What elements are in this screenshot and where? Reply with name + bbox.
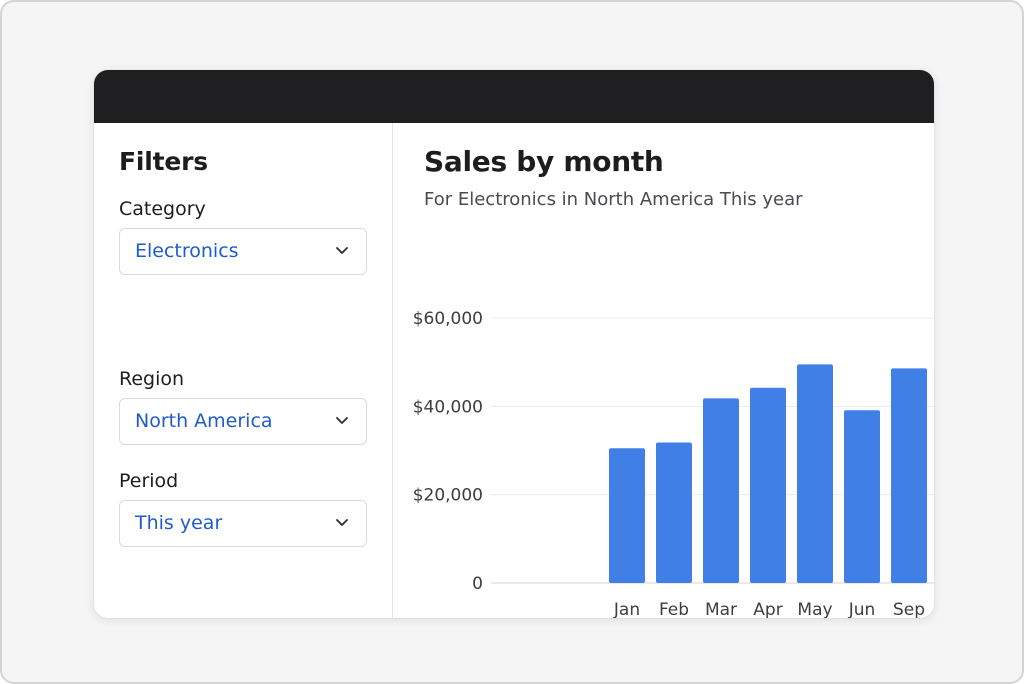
- y-tick-label: 0: [472, 574, 483, 594]
- region-select[interactable]: North America: [119, 398, 367, 445]
- bar-sep: [891, 368, 927, 583]
- region-label: Region: [119, 368, 185, 390]
- bar-jan: [609, 448, 645, 583]
- x-tick-label: Jan: [613, 600, 640, 618]
- period-label: Period: [119, 470, 179, 492]
- window-titlebar: [94, 70, 934, 123]
- period-select[interactable]: This year: [119, 500, 367, 547]
- filters-title: Filters: [119, 147, 208, 176]
- chart-title: Sales by month: [424, 145, 664, 178]
- x-tick-label: Jun: [848, 600, 876, 618]
- bar-jun: [844, 410, 880, 583]
- sales-bar-chart: 0 $20,000 $40,000 $60,000 Jan Feb Mar Apr May Jun…: [413, 309, 934, 618]
- chevron-down-icon: [336, 247, 348, 254]
- x-tick-label: Feb: [659, 600, 689, 618]
- period-select-value: This year: [135, 512, 223, 534]
- bar-mar: [703, 398, 739, 583]
- x-tick-label: Apr: [753, 600, 782, 618]
- category-label: Category: [119, 198, 206, 220]
- chart-panel: Sales by month For Electronics in North …: [393, 123, 934, 618]
- category-select-value: Electronics: [135, 240, 239, 262]
- chevron-down-icon: [336, 417, 348, 424]
- chart-subtitle: For Electronics in North America This ye…: [424, 189, 803, 210]
- bar-may: [797, 364, 833, 583]
- y-tick-label: $60,000: [413, 309, 483, 329]
- x-tick-label: Mar: [705, 600, 737, 618]
- chevron-down-icon: [336, 519, 348, 526]
- x-tick-label: Sep: [893, 600, 925, 618]
- region-select-value: North America: [135, 410, 273, 432]
- x-tick-label: May: [797, 600, 832, 618]
- y-tick-label: $20,000: [413, 486, 483, 506]
- bar-feb: [656, 442, 692, 583]
- bar-apr: [750, 387, 786, 583]
- app-window: Filters Category Electronics Region Nort…: [94, 70, 934, 618]
- filters-panel: Filters Category Electronics Region Nort…: [94, 123, 393, 618]
- y-tick-label: $40,000: [413, 397, 483, 417]
- category-select[interactable]: Electronics: [119, 228, 367, 275]
